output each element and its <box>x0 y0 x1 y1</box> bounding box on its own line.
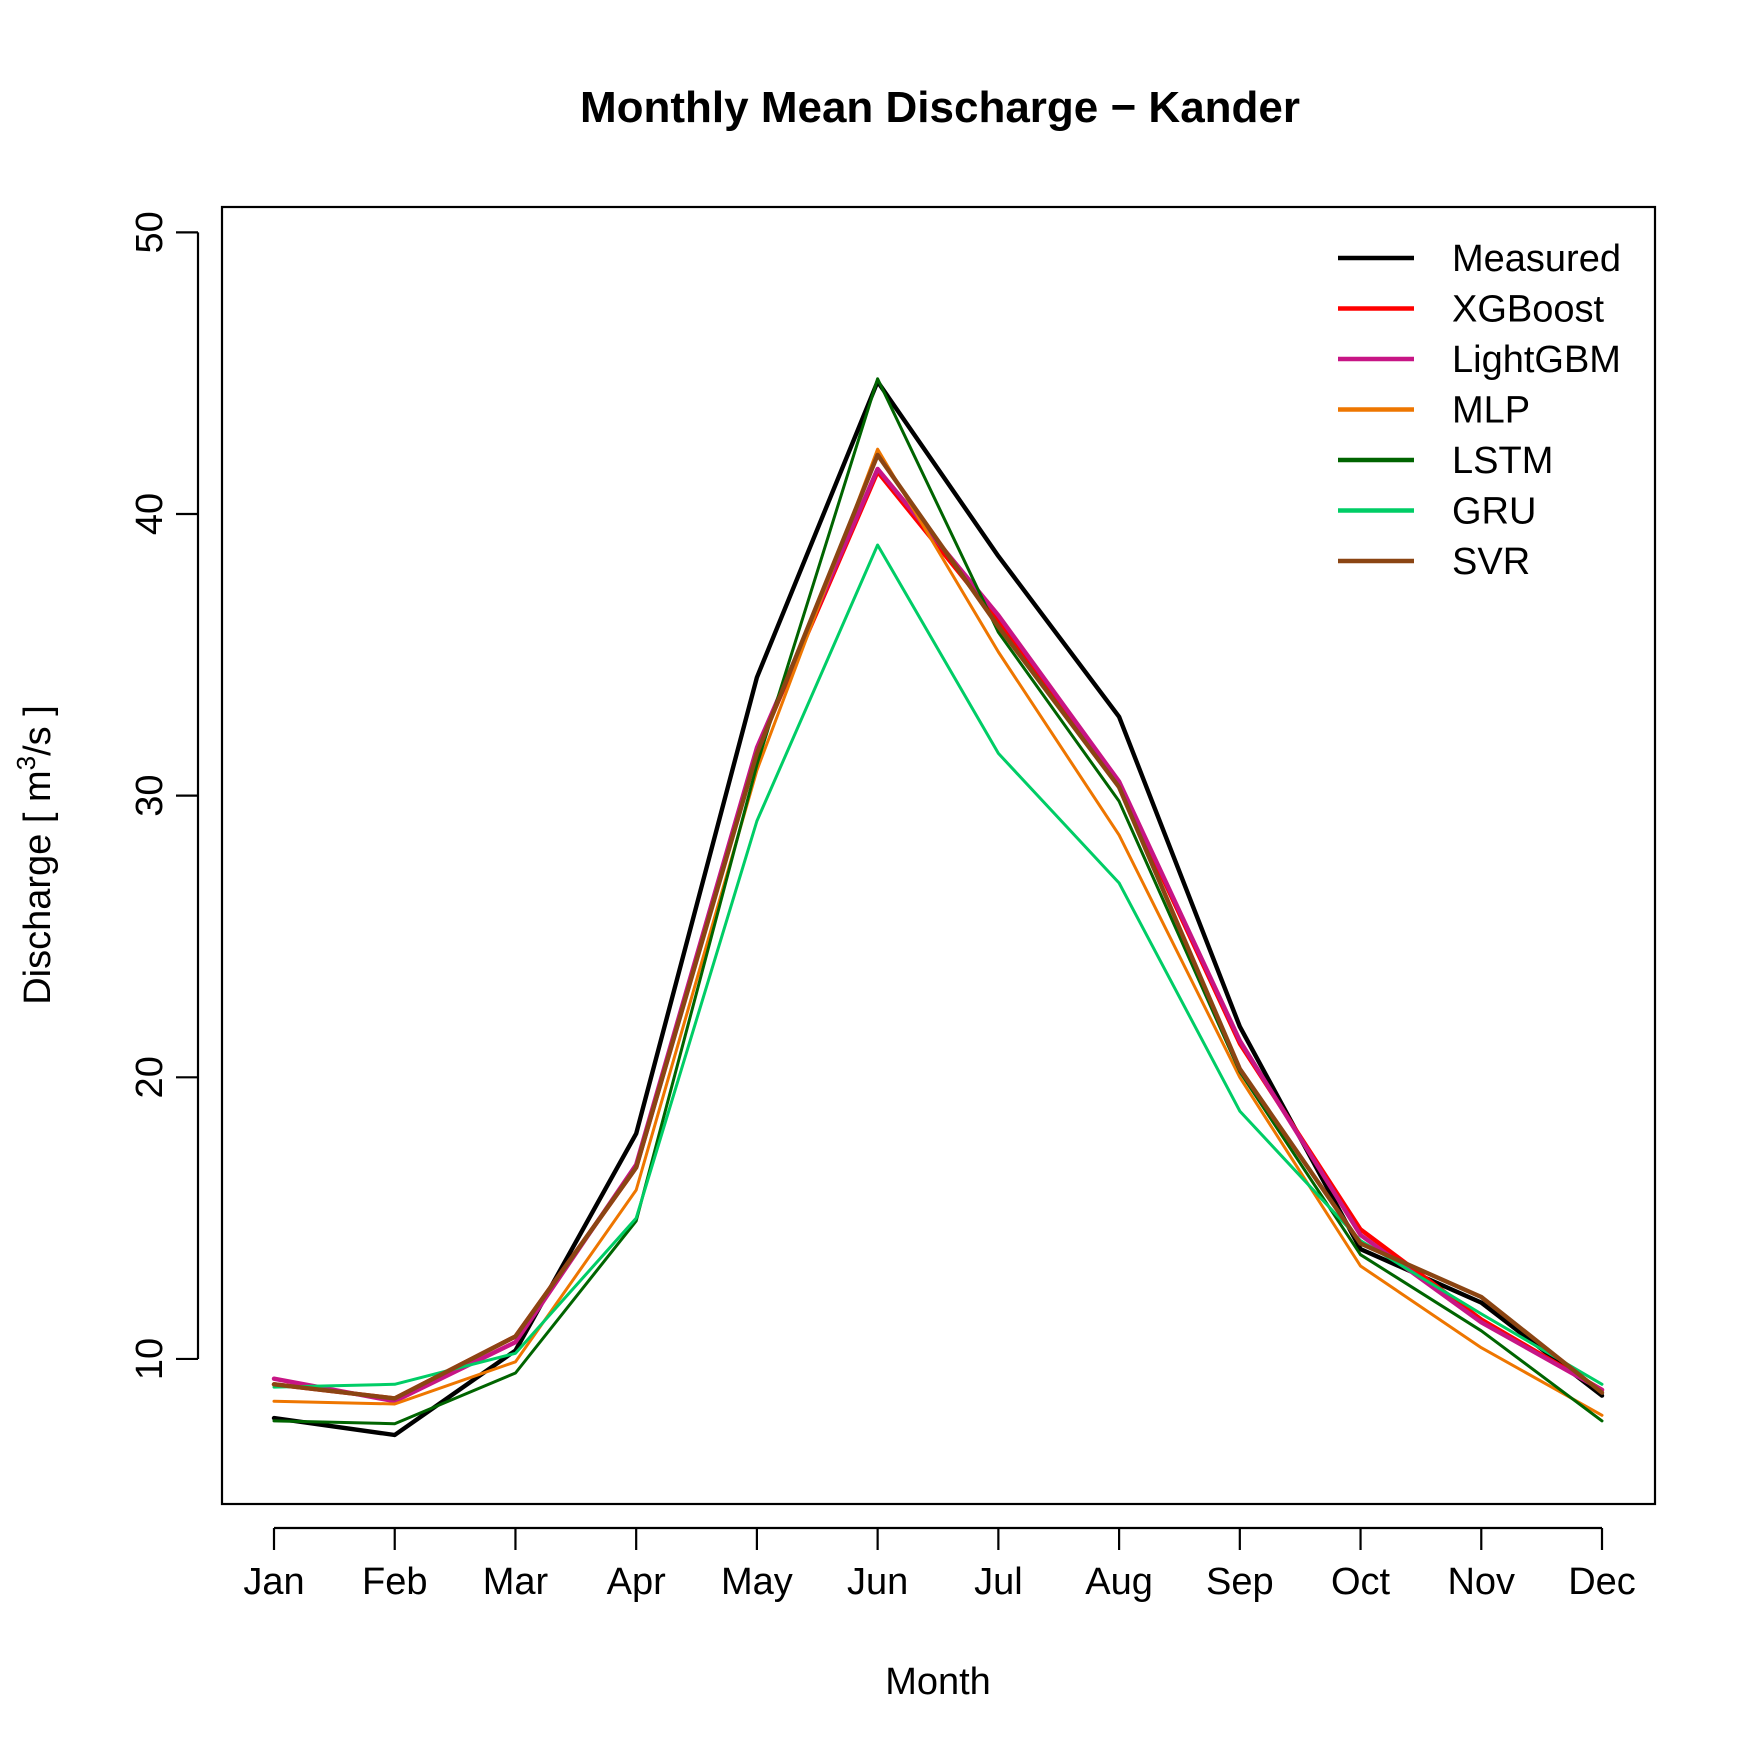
x-axis-label: Month <box>885 1661 991 1703</box>
x-tick-label: Oct <box>1331 1561 1391 1603</box>
series-line-xgboost <box>271 469 1605 1401</box>
y-tick-label: 40 <box>129 493 171 535</box>
y-tick-label: 20 <box>129 1056 171 1098</box>
x-tick-label: May <box>721 1561 793 1603</box>
x-tick-label: Sep <box>1206 1561 1274 1603</box>
y-axis-label-superscript: 3 <box>11 756 41 770</box>
x-tick-label: Aug <box>1085 1561 1153 1603</box>
x-tick-label: Mar <box>483 1561 549 1603</box>
x-tick-label: Apr <box>607 1561 666 1603</box>
x-tick-label: Jul <box>974 1561 1023 1603</box>
chart-title: Monthly Mean Discharge − Kander <box>580 83 1300 132</box>
series-line-lstm <box>272 377 1604 1426</box>
legend-label-lstm: LSTM <box>1452 440 1553 482</box>
x-tick-label: Dec <box>1568 1561 1636 1603</box>
series-line-mlp <box>272 447 1604 1417</box>
y-axis-label-suffix: /s ] <box>17 705 59 756</box>
legend-label-measured: Measured <box>1452 238 1621 280</box>
legend-label-gru: GRU <box>1452 491 1536 533</box>
y-tick-label: 30 <box>129 775 171 817</box>
y-axis-label: Discharge [ m3/s ] <box>11 705 59 1005</box>
plot-frame <box>220 205 1657 1506</box>
y-tick-label: 10 <box>129 1338 171 1380</box>
legend: Measured XGBoost LightGBM MLP LSTM GRU SVR <box>1338 238 1621 583</box>
legend-label-xgboost: XGBoost <box>1452 289 1605 331</box>
x-axis: Jan Feb Mar Apr May Jun Jul Aug Sep Oct Nov Dec <box>243 1526 1636 1603</box>
x-tick-label: Jan <box>243 1561 304 1603</box>
x-tick-label: Nov <box>1447 1561 1515 1603</box>
series-line-measured <box>271 379 1605 1438</box>
series-line-svr <box>271 452 1605 1401</box>
x-tick-label: Feb <box>362 1561 427 1603</box>
y-axis: 10 20 30 40 50 <box>129 211 200 1380</box>
series-layer <box>271 377 1605 1438</box>
x-tick-label: Jun <box>847 1561 908 1603</box>
y-tick-label: 50 <box>129 211 171 253</box>
y-axis-label-prefix: Discharge [ m <box>17 770 59 1004</box>
legend-label-mlp: MLP <box>1452 390 1530 432</box>
legend-label-svr: SVR <box>1452 541 1530 583</box>
legend-label-lightgbm: LightGBM <box>1452 339 1621 381</box>
